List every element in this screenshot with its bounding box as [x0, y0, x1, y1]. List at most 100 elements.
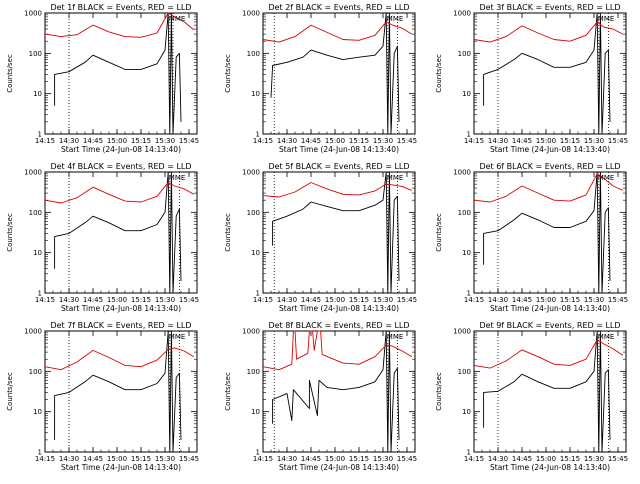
x-tick-label: 14:15 — [35, 296, 55, 304]
x-axis-label: Start Time (24-Jun-08 14:13:40) — [279, 304, 399, 313]
x-axis-label: Start Time (24-Jun-08 14:13:40) — [490, 463, 610, 472]
state-flags: MME — [598, 333, 615, 341]
x-tick-label: 15:15 — [131, 137, 151, 145]
x-tick-label: 15:45 — [608, 296, 628, 304]
panel-title: Det 7f BLACK = Events, RED = LLD — [50, 321, 191, 330]
x-tick-label: 14:15 — [464, 137, 484, 145]
x-tick-label: 14:15 — [35, 455, 55, 463]
x-tick-label: 14:45 — [301, 455, 321, 463]
plot-frame — [44, 171, 198, 294]
series-events-line — [54, 171, 182, 294]
y-tick-label: 100 — [247, 209, 260, 217]
y-tick-label: 100 — [458, 368, 471, 376]
y-tick-label: 1000 — [453, 10, 471, 18]
panel-title: Det 2f BLACK = Events, RED = LLD — [268, 3, 409, 12]
panel-2: Det 2f BLACK = Events, RED = LLD Counts/s… — [224, 3, 417, 154]
x-tick-label: 14:45 — [83, 296, 103, 304]
series-lld-line — [262, 21, 413, 43]
state-flags: MME — [169, 15, 186, 23]
y-tick-label: 100 — [29, 368, 42, 376]
y-axis-label: Counts/sec — [6, 213, 14, 252]
y-tick-label: 1 — [38, 131, 42, 139]
panel-4: Det 4f BLACK = Events, RED = LLD Counts/s… — [6, 162, 199, 313]
panel-title: Det 5f BLACK = Events, RED = LLD — [268, 162, 409, 171]
x-tick-label: 15:45 — [179, 296, 199, 304]
panel-title: Det 9f BLACK = Events, RED = LLD — [479, 321, 620, 330]
x-axis-label: Start Time (24-Jun-08 14:13:40) — [490, 145, 610, 154]
y-tick-label: 1 — [38, 449, 42, 457]
x-tick-label: 15:00 — [325, 137, 345, 145]
y-axis-label: Counts/sec — [435, 213, 443, 252]
x-tick-label: 14:30 — [59, 455, 79, 463]
state-flags: MME — [169, 333, 186, 341]
x-tick-label: 15:00 — [536, 455, 556, 463]
y-tick-label: 1000 — [453, 328, 471, 336]
y-axis-label: Counts/sec — [6, 372, 14, 411]
panel-3: Det 3f BLACK = Events, RED = LLD Counts/s… — [435, 3, 628, 154]
x-tick-label: 14:45 — [512, 137, 532, 145]
x-tick-label: 14:45 — [301, 137, 321, 145]
y-axis-label: Counts/sec — [435, 372, 443, 411]
x-tick-label: 15:45 — [608, 455, 628, 463]
state-flags: MME — [598, 15, 615, 23]
x-tick-label: 14:30 — [277, 137, 297, 145]
y-tick-label: 100 — [247, 50, 260, 58]
x-tick-label: 15:15 — [560, 455, 580, 463]
panel-title: Det 1f BLACK = Events, RED = LLD — [50, 3, 191, 12]
x-tick-label: 14:30 — [488, 296, 508, 304]
y-tick-label: 100 — [29, 209, 42, 217]
x-tick-label: 15:15 — [131, 455, 151, 463]
x-axis-label: Start Time (24-Jun-08 14:13:40) — [490, 304, 610, 313]
series-lld-line — [262, 330, 413, 371]
x-tick-label: 15:45 — [397, 455, 417, 463]
y-tick-label: 10 — [33, 90, 42, 98]
x-tick-label: 15:45 — [397, 137, 417, 145]
y-axis-label: Counts/sec — [224, 54, 232, 93]
y-axis-label: Counts/sec — [6, 54, 14, 93]
x-axis-label: Start Time (24-Jun-08 14:13:40) — [61, 145, 181, 154]
y-tick-label: 1000 — [242, 10, 260, 18]
y-tick-label: 10 — [251, 408, 260, 416]
panel-8: Det 8f BLACK = Events, RED = LLD Counts/s… — [224, 321, 417, 472]
x-tick-label: 15:00 — [107, 455, 127, 463]
panel-title: Det 6f BLACK = Events, RED = LLD — [479, 162, 620, 171]
y-tick-label: 10 — [462, 408, 471, 416]
x-tick-label: 15:30 — [373, 137, 393, 145]
y-tick-label: 1 — [256, 290, 260, 298]
y-tick-label: 10 — [462, 90, 471, 98]
series-events-line — [270, 12, 400, 135]
panel-7: Det 7f BLACK = Events, RED = LLD Counts/s… — [6, 321, 199, 472]
plot-frame — [473, 330, 627, 453]
x-axis-label: Start Time (24-Jun-08 14:13:40) — [279, 145, 399, 154]
series-lld-line — [473, 21, 624, 43]
state-flags: MME — [387, 333, 404, 341]
x-axis-label: Start Time (24-Jun-08 14:13:40) — [61, 304, 181, 313]
x-tick-label: 14:45 — [83, 137, 103, 145]
y-tick-label: 10 — [251, 249, 260, 257]
x-tick-label: 15:30 — [584, 137, 604, 145]
x-tick-label: 14:15 — [464, 455, 484, 463]
plot-frame — [473, 12, 627, 135]
plot-frame — [262, 330, 416, 453]
panel-title: Det 4f BLACK = Events, RED = LLD — [50, 162, 191, 171]
x-tick-label: 15:30 — [155, 137, 175, 145]
series-events-line — [272, 171, 400, 294]
x-tick-label: 15:00 — [536, 296, 556, 304]
y-tick-label: 1000 — [24, 10, 42, 18]
x-tick-label: 14:45 — [512, 455, 532, 463]
x-tick-label: 15:00 — [107, 137, 127, 145]
y-tick-label: 1 — [467, 131, 471, 139]
x-tick-label: 15:15 — [131, 296, 151, 304]
plot-frame — [262, 171, 416, 294]
panel-1: Det 1f BLACK = Events, RED = LLD Counts/s… — [6, 3, 199, 154]
x-tick-label: 14:30 — [488, 137, 508, 145]
x-tick-label: 15:30 — [155, 455, 175, 463]
x-tick-label: 15:00 — [325, 296, 345, 304]
series-lld-line — [44, 182, 195, 204]
panel-9: Det 9f BLACK = Events, RED = LLD Counts/s… — [435, 321, 628, 472]
y-tick-label: 10 — [251, 90, 260, 98]
x-tick-label: 14:30 — [488, 455, 508, 463]
x-tick-label: 15:45 — [179, 455, 199, 463]
y-tick-label: 1 — [467, 449, 471, 457]
